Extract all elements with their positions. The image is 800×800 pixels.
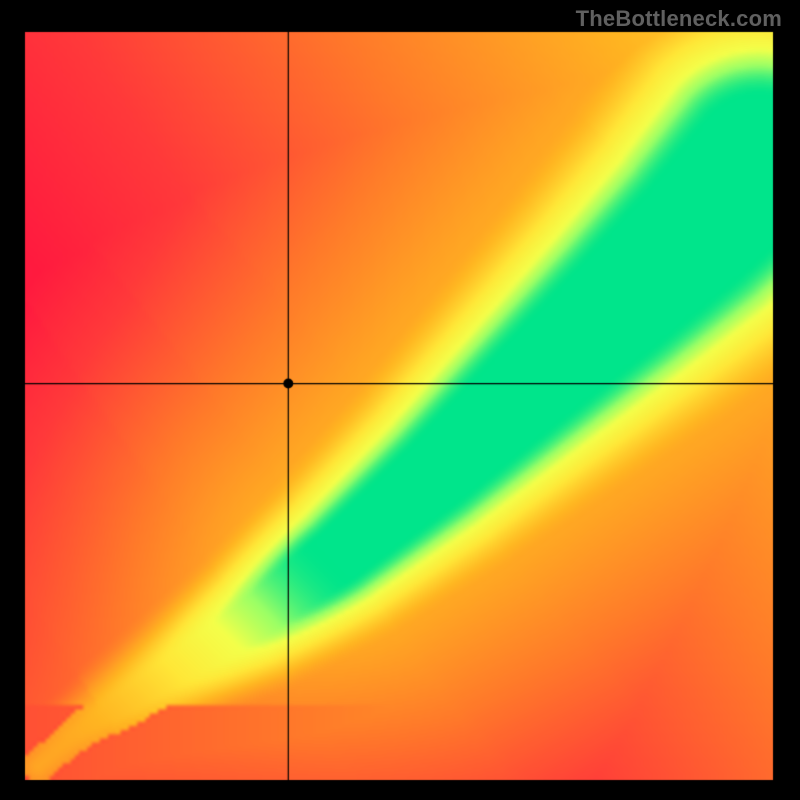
heatmap-canvas <box>0 0 800 800</box>
watermark-text: TheBottleneck.com <box>576 6 782 32</box>
chart-container: TheBottleneck.com <box>0 0 800 800</box>
